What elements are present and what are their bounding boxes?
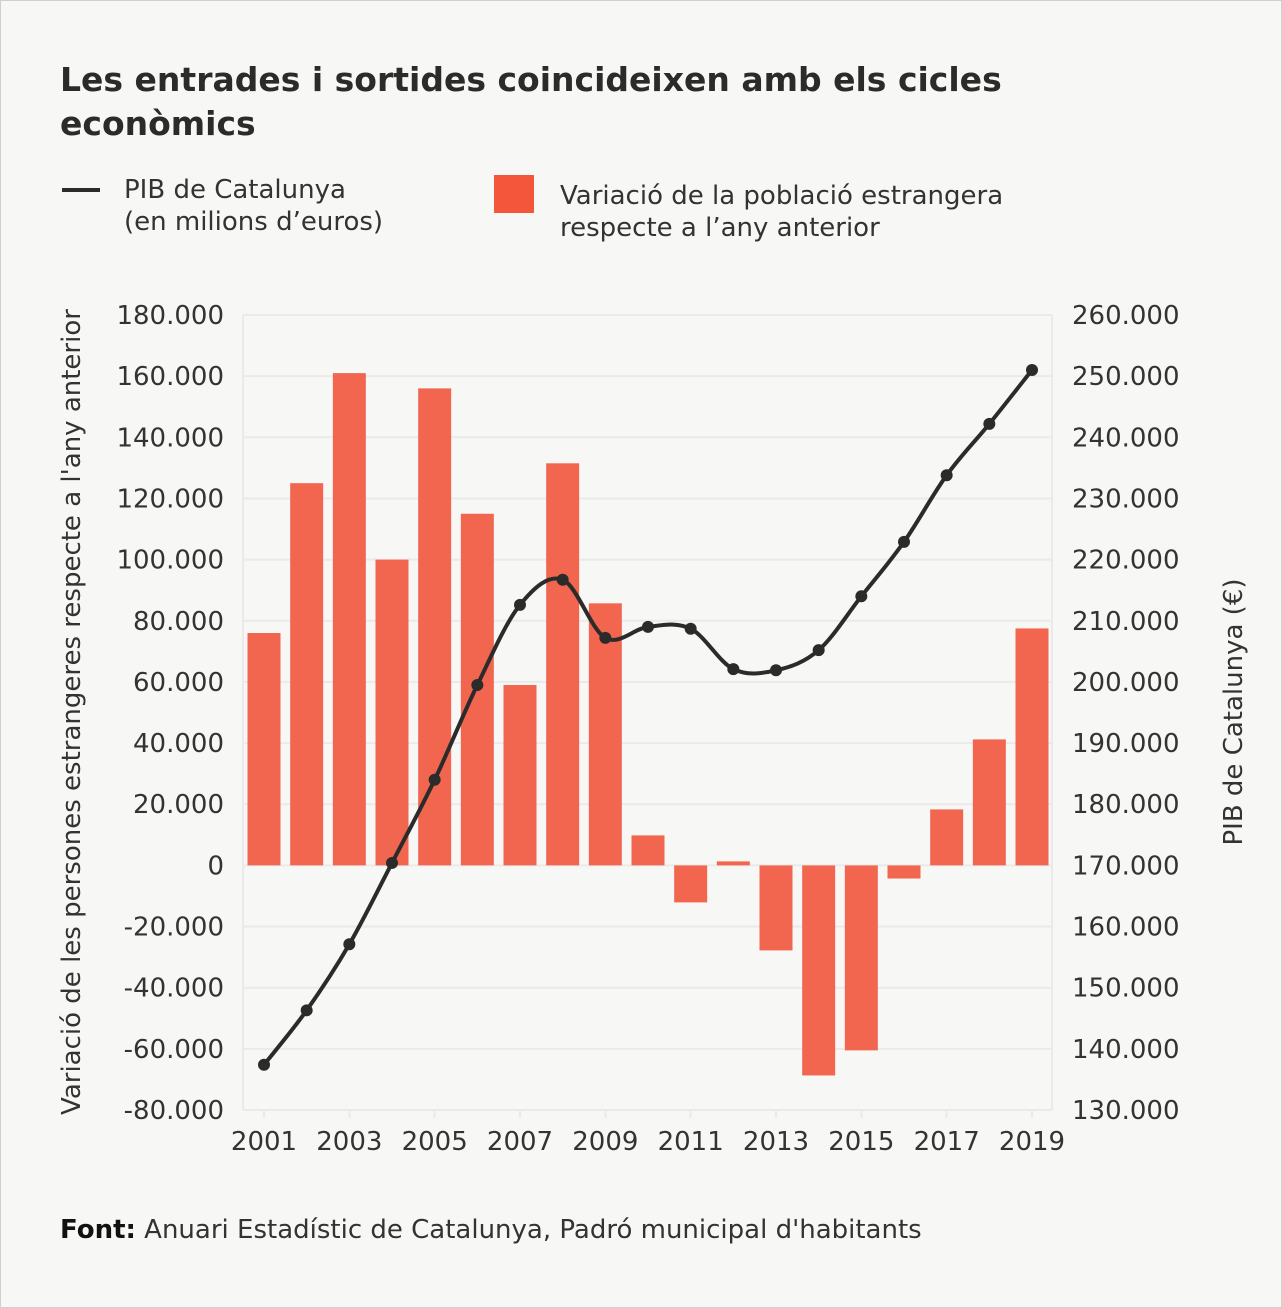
pib-point-2010: [642, 620, 654, 633]
y-tick-label-left: 120.000: [116, 484, 224, 514]
chart-title: Les entrades i sortides coincideixen amb…: [60, 60, 1002, 143]
x-tick-label: 2007: [487, 1127, 553, 1157]
y-tick-label-left: -40.000: [124, 974, 224, 1004]
bar-2015: [844, 865, 878, 1051]
y-tick-label-right: 210.000: [1072, 607, 1180, 637]
x-tick-label: 2011: [658, 1127, 724, 1157]
pib-point-2019: [1026, 364, 1038, 377]
y-tick-label-right: 140.000: [1072, 1035, 1180, 1065]
bar-2011: [674, 865, 708, 903]
x-tick-label: 2009: [572, 1127, 638, 1157]
pib-point-2008: [556, 573, 569, 586]
bar-2010: [631, 835, 665, 866]
pib-point-2016: [898, 535, 910, 548]
pib-point-2005: [428, 773, 441, 786]
pib-point-2013: [770, 664, 782, 677]
bars: [247, 373, 1049, 1076]
y-tick-label-left: 60.000: [133, 668, 224, 698]
y-axis-left-label: Variació de les persones estrangeres res…: [57, 309, 87, 1115]
y-tick-label-right: 230.000: [1072, 484, 1180, 514]
pib-point-2017: [940, 469, 953, 482]
source-text: Anuari Estadístic de Catalunya, Padró mu…: [144, 1215, 922, 1245]
pib-point-2012: [727, 663, 740, 676]
bar-2004: [375, 559, 409, 866]
y-tick-label-left: -20.000: [124, 913, 224, 943]
bar-2014: [802, 865, 836, 1076]
pib-point-2006: [471, 678, 484, 691]
bar-2012: [716, 861, 750, 866]
y-tick-label-left: 40.000: [133, 729, 224, 759]
pib-point-2018: [983, 417, 996, 430]
bar-2013: [759, 865, 793, 951]
legend-bar-label-1: Variació de la població estrangera: [560, 181, 1004, 211]
y-tick-label-right: 250.000: [1072, 362, 1180, 392]
source-label: Font:: [60, 1215, 136, 1245]
y-tick-label-right: 190.000: [1072, 729, 1180, 759]
bar-2019: [1015, 628, 1049, 866]
legend-line-swatch: [62, 188, 100, 192]
legend-line-label-1: PIB de Catalunya: [124, 175, 346, 205]
source-note: Font: Anuari Estadístic de Catalunya, Pa…: [60, 1215, 922, 1245]
bar-2001: [247, 633, 281, 866]
legend-bar-label: Variació de la població estrangera respe…: [560, 180, 1003, 244]
y-tick-label-left: 160.000: [116, 362, 224, 392]
legend-bar-swatch: [494, 175, 534, 213]
pib-point-2003: [343, 938, 356, 951]
pib-point-2002: [300, 1004, 313, 1017]
x-tick-label: 2001: [231, 1127, 297, 1157]
y-tick-label-left: -80.000: [124, 1096, 224, 1126]
y-tick-label-right: 130.000: [1072, 1096, 1180, 1126]
y-tick-label-right: 240.000: [1072, 423, 1180, 453]
bar-2017: [930, 809, 964, 866]
pib-point-2001: [258, 1058, 270, 1071]
bar-2005: [418, 388, 452, 866]
pib-point-2015: [855, 590, 868, 603]
bar-2007: [503, 684, 537, 866]
x-tick-label: 2019: [999, 1127, 1065, 1157]
x-tick-label: 2015: [828, 1127, 894, 1157]
axes: 180.000 260.000 160.000 250.000 140.000 240.0…: [116, 301, 1179, 1157]
y-tick-label-right: 150.000: [1072, 974, 1180, 1004]
x-tick-label: 2003: [316, 1127, 382, 1157]
pib-point-2007: [514, 598, 526, 611]
y-axis-right-label: PIB de Catalunya (€): [1219, 578, 1249, 845]
bar-2009: [588, 603, 622, 866]
y-tick-label-left: 140.000: [116, 423, 224, 453]
pib-point-2009: [599, 631, 612, 644]
y-tick-label-left: 180.000: [116, 301, 224, 331]
bar-2003: [332, 373, 366, 866]
y-tick-label-left: 20.000: [133, 790, 224, 820]
x-tick-label: 2005: [402, 1127, 468, 1157]
pib-point-2011: [684, 622, 697, 635]
bar-2002: [290, 483, 324, 866]
legend-line-label-2: (en milions d’euros): [124, 207, 384, 237]
pib-point-2014: [812, 644, 825, 657]
y-tick-label-right: 200.000: [1072, 668, 1180, 698]
x-tick-label: 2017: [914, 1127, 980, 1157]
y-tick-label-left: 100.000: [116, 546, 224, 576]
legend-line-label: PIB de Catalunya (en milions d’euros): [124, 174, 383, 238]
bar-2008: [546, 463, 580, 866]
y-tick-label-right: 160.000: [1072, 913, 1180, 943]
pib-point-2004: [386, 856, 398, 869]
y-tick-label-right: 260.000: [1072, 301, 1180, 331]
legend-bar-label-2: respecte a l’any anterior: [560, 213, 880, 243]
bar-2018: [972, 739, 1006, 866]
line-series: [258, 364, 1038, 1071]
y-tick-label-right: 170.000: [1072, 851, 1180, 881]
bar-2016: [887, 865, 921, 879]
y-tick-label-left: -60.000: [124, 1035, 224, 1065]
y-tick-label-left: 0: [207, 851, 224, 881]
y-tick-label-right: 180.000: [1072, 790, 1180, 820]
y-tick-label-left: 80.000: [133, 607, 224, 637]
x-tick-label: 2013: [743, 1127, 809, 1157]
y-tick-label-right: 220.000: [1072, 546, 1180, 576]
